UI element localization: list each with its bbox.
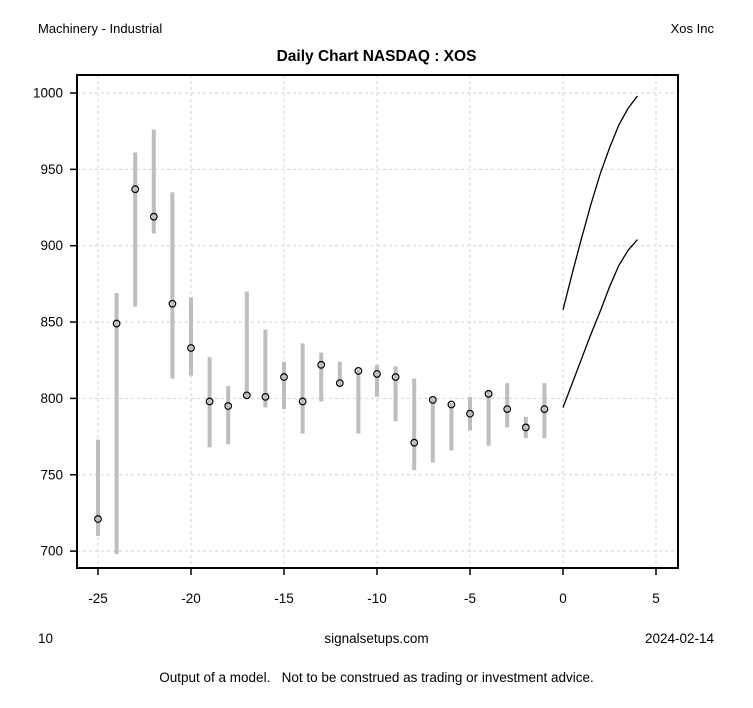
close-marker	[112, 319, 121, 328]
chart-date: 2024-02-14	[644, 631, 714, 646]
y-tick-label: 900	[40, 238, 63, 253]
close-marker	[224, 402, 233, 410]
x-tick-label: 5	[652, 591, 660, 606]
close-marker	[317, 360, 326, 369]
y-tick-label: 850	[40, 315, 63, 330]
lower-projection-curve	[562, 239, 638, 408]
x-tick-label: 0	[559, 591, 567, 606]
close-marker	[447, 400, 456, 409]
x-tick-label: -15	[274, 591, 294, 606]
close-marker	[354, 367, 363, 375]
close-marker	[466, 409, 474, 418]
y-tick-label: 1000	[33, 86, 63, 101]
close-marker	[131, 185, 140, 194]
close-marker	[205, 397, 214, 406]
website-text: signalsetups.com	[324, 631, 429, 646]
close-marker	[298, 397, 307, 406]
close-marker	[168, 299, 177, 308]
close-marker	[503, 405, 512, 413]
sector-label: Machinery - Industrial	[38, 21, 163, 36]
close-marker	[484, 389, 493, 398]
chart-title: Daily Chart NASDAQ : XOS	[276, 48, 477, 65]
y-tick-label: 950	[40, 162, 63, 177]
close-marker	[391, 373, 400, 381]
close-marker	[521, 423, 530, 432]
y-tick-label: 700	[40, 544, 63, 559]
close-marker	[540, 405, 549, 413]
close-marker	[335, 379, 344, 388]
company-name: Xos Inc	[670, 21, 714, 36]
price-chart: -25 -20 -15 -10 -5 0 5 700 750 800 850 900 950 1000	[33, 74, 679, 606]
disclaimer-text: Output of a model. Not to be construed a…	[159, 670, 594, 685]
x-tick-label: -25	[88, 591, 108, 606]
upper-projection-curve	[562, 95, 638, 310]
close-marker	[242, 391, 251, 400]
y-tick-label: 800	[40, 391, 63, 406]
close-marker	[428, 396, 437, 404]
close-marker	[373, 370, 381, 378]
x-tick-label: -5	[464, 591, 476, 606]
close-marker	[187, 344, 195, 352]
x-tick-label: -20	[181, 591, 201, 606]
y-tick-label: 750	[40, 467, 63, 482]
footer-page-number: 10	[38, 631, 54, 646]
x-tick-label: -10	[367, 591, 387, 606]
close-marker	[280, 373, 288, 381]
close-marker	[261, 392, 270, 401]
close-marker	[94, 515, 102, 523]
close-marker	[410, 438, 419, 447]
close-marker	[149, 212, 158, 221]
